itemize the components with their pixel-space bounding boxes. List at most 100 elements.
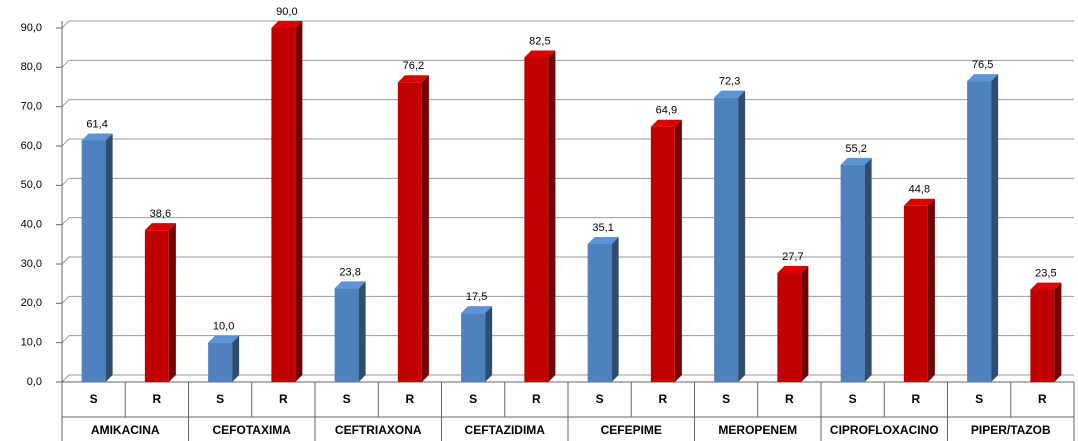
value-label: 82,5 <box>529 35 550 47</box>
y-tick-label: 60,0 <box>21 140 42 152</box>
bar-side <box>168 223 176 382</box>
bar <box>144 230 169 382</box>
y-tick-label: 10,0 <box>21 337 42 349</box>
bar-side <box>358 281 366 382</box>
y-tick-label: 0,0 <box>27 376 42 388</box>
bar-top <box>461 306 493 314</box>
bar <box>334 288 359 382</box>
x-tick-label: R <box>912 392 921 406</box>
bar-side <box>548 50 556 382</box>
bar-top <box>81 133 113 141</box>
x-tick-label: R <box>532 392 541 406</box>
bar-side <box>738 90 746 383</box>
grid-line <box>61 217 70 226</box>
value-label: 61,4 <box>86 118 107 130</box>
bar <box>397 82 422 382</box>
group-label: CEFOTAXIMA <box>213 423 292 437</box>
bar-side <box>611 236 619 382</box>
bar-top <box>840 157 872 165</box>
bar-side <box>801 266 809 382</box>
bar-top <box>271 21 303 28</box>
bar-side <box>105 133 113 382</box>
y-tick-label: 20,0 <box>21 297 42 309</box>
group-label: MEROPENEM <box>718 423 797 437</box>
bar-top <box>524 50 556 58</box>
x-tick-label: S <box>90 392 98 406</box>
value-label: 90,0 <box>276 6 297 18</box>
grid-line <box>61 256 70 265</box>
value-label: 76,5 <box>972 59 993 71</box>
x-tick-label: S <box>343 392 351 406</box>
value-label: 72,3 <box>719 76 740 88</box>
bar <box>208 342 233 382</box>
y-tick-label: 70,0 <box>21 101 42 113</box>
x-tick-label: R <box>279 392 288 406</box>
x-tick-label: R <box>153 392 162 406</box>
bar <box>714 97 739 383</box>
bar-side <box>927 198 935 382</box>
bar-side <box>485 306 493 382</box>
value-label: 64,9 <box>656 105 677 117</box>
group-label: AMIKACINA <box>91 423 160 437</box>
value-label: 55,2 <box>845 143 866 155</box>
x-tick-label: S <box>469 392 477 406</box>
bar-top <box>334 281 366 289</box>
bar <box>587 243 612 382</box>
bar <box>650 126 675 382</box>
value-label: 23,5 <box>1035 267 1056 279</box>
x-tick-label: R <box>406 392 415 406</box>
grid-line <box>61 335 70 344</box>
bar-top <box>903 198 935 206</box>
bar-top <box>144 223 176 231</box>
bar-top <box>1030 282 1062 290</box>
bar <box>271 28 296 382</box>
bar-top <box>587 236 619 244</box>
grid-line <box>61 138 70 147</box>
grid-line <box>61 295 70 304</box>
value-label: 76,2 <box>403 60 424 72</box>
value-label: 10,0 <box>213 321 234 333</box>
bar <box>81 140 106 382</box>
value-label: 35,1 <box>592 222 613 234</box>
bar-top <box>777 266 809 274</box>
value-label: 27,7 <box>782 251 803 263</box>
bar <box>524 57 549 382</box>
bar <box>840 164 865 382</box>
y-tick-label: 50,0 <box>21 179 42 191</box>
value-label: 44,8 <box>909 184 930 196</box>
x-tick-label: S <box>722 392 730 406</box>
group-label: CEFTAZIDIMA <box>465 423 546 437</box>
grid-line <box>61 59 70 68</box>
value-label: 23,8 <box>339 266 360 278</box>
x-tick-label: S <box>849 392 857 406</box>
group-label: CEFEPIME <box>601 423 662 437</box>
bar-top <box>967 74 999 82</box>
bar-side <box>232 335 240 382</box>
group-label: CEFTRIAXONA <box>335 423 422 437</box>
grid-line <box>61 99 70 108</box>
bar-top <box>208 335 240 343</box>
x-tick-label: S <box>975 392 983 406</box>
bar <box>967 81 992 382</box>
bar-top <box>397 75 429 83</box>
x-tick-label: R <box>785 392 794 406</box>
x-tick-label: R <box>659 392 668 406</box>
bar-side <box>1054 282 1062 382</box>
value-label: 38,6 <box>150 208 171 220</box>
x-tick-label: S <box>216 392 224 406</box>
bar <box>903 205 928 382</box>
x-tick-label: S <box>596 392 604 406</box>
y-tick-label: 80,0 <box>21 61 42 73</box>
bar <box>1030 289 1055 382</box>
y-tick-label: 30,0 <box>21 258 42 270</box>
x-tick-label: R <box>1038 392 1047 406</box>
bar-side <box>421 75 429 382</box>
group-label: PIPER/TAZOB <box>971 423 1051 437</box>
grid-line <box>61 177 70 186</box>
bar-side <box>991 74 999 382</box>
y-tick-label: 90,0 <box>21 22 42 34</box>
bar-side <box>674 119 682 382</box>
bar <box>461 313 486 382</box>
bar-top <box>714 90 746 98</box>
